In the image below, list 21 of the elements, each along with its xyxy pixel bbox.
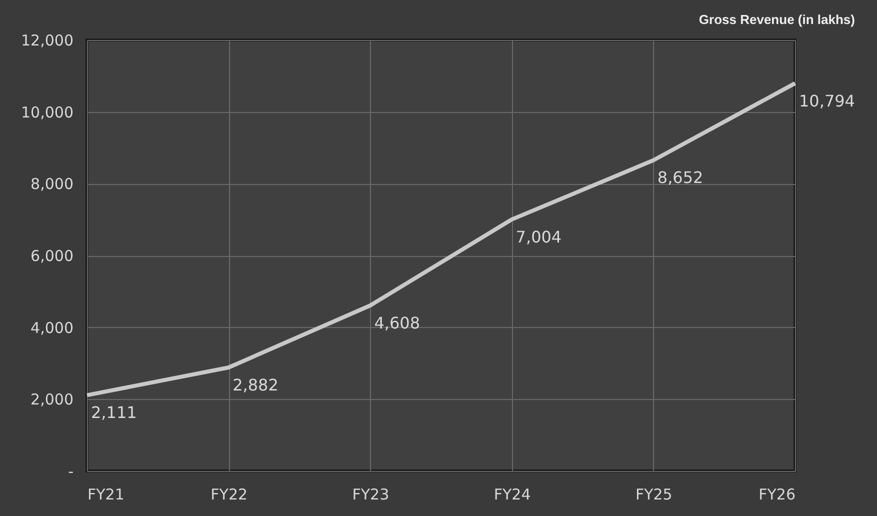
y-tick-label: 8,000 (30, 175, 74, 194)
y-tick-label: 2,000 (30, 390, 74, 409)
x-tick-label: FY26 (758, 486, 796, 504)
line-series (85, 81, 797, 398)
y-tick-label: 4,000 (30, 318, 74, 337)
y-tick-label: 10,000 (21, 103, 74, 122)
data-label: 2,882 (232, 375, 278, 394)
data-label: 10,794 (799, 91, 855, 110)
x-tick-label: FY22 (210, 486, 248, 504)
data-label: 8,652 (657, 168, 704, 188)
y-tick-label: - (68, 462, 74, 480)
data-label: 2,111 (91, 403, 137, 422)
x-tick-label: FY23 (352, 486, 390, 504)
y-tick-label: 6,000 (30, 247, 74, 265)
x-tick-label: FY25 (635, 486, 672, 504)
data-label: 4,608 (374, 313, 420, 332)
chart-title: Gross Revenue (in lakhs) (698, 12, 855, 27)
x-tick-label: FY24 (494, 486, 531, 504)
y-tick-label: 12,000 (21, 32, 74, 50)
data-label: 7,004 (516, 227, 562, 246)
x-tick-label: FY21 (88, 486, 124, 504)
